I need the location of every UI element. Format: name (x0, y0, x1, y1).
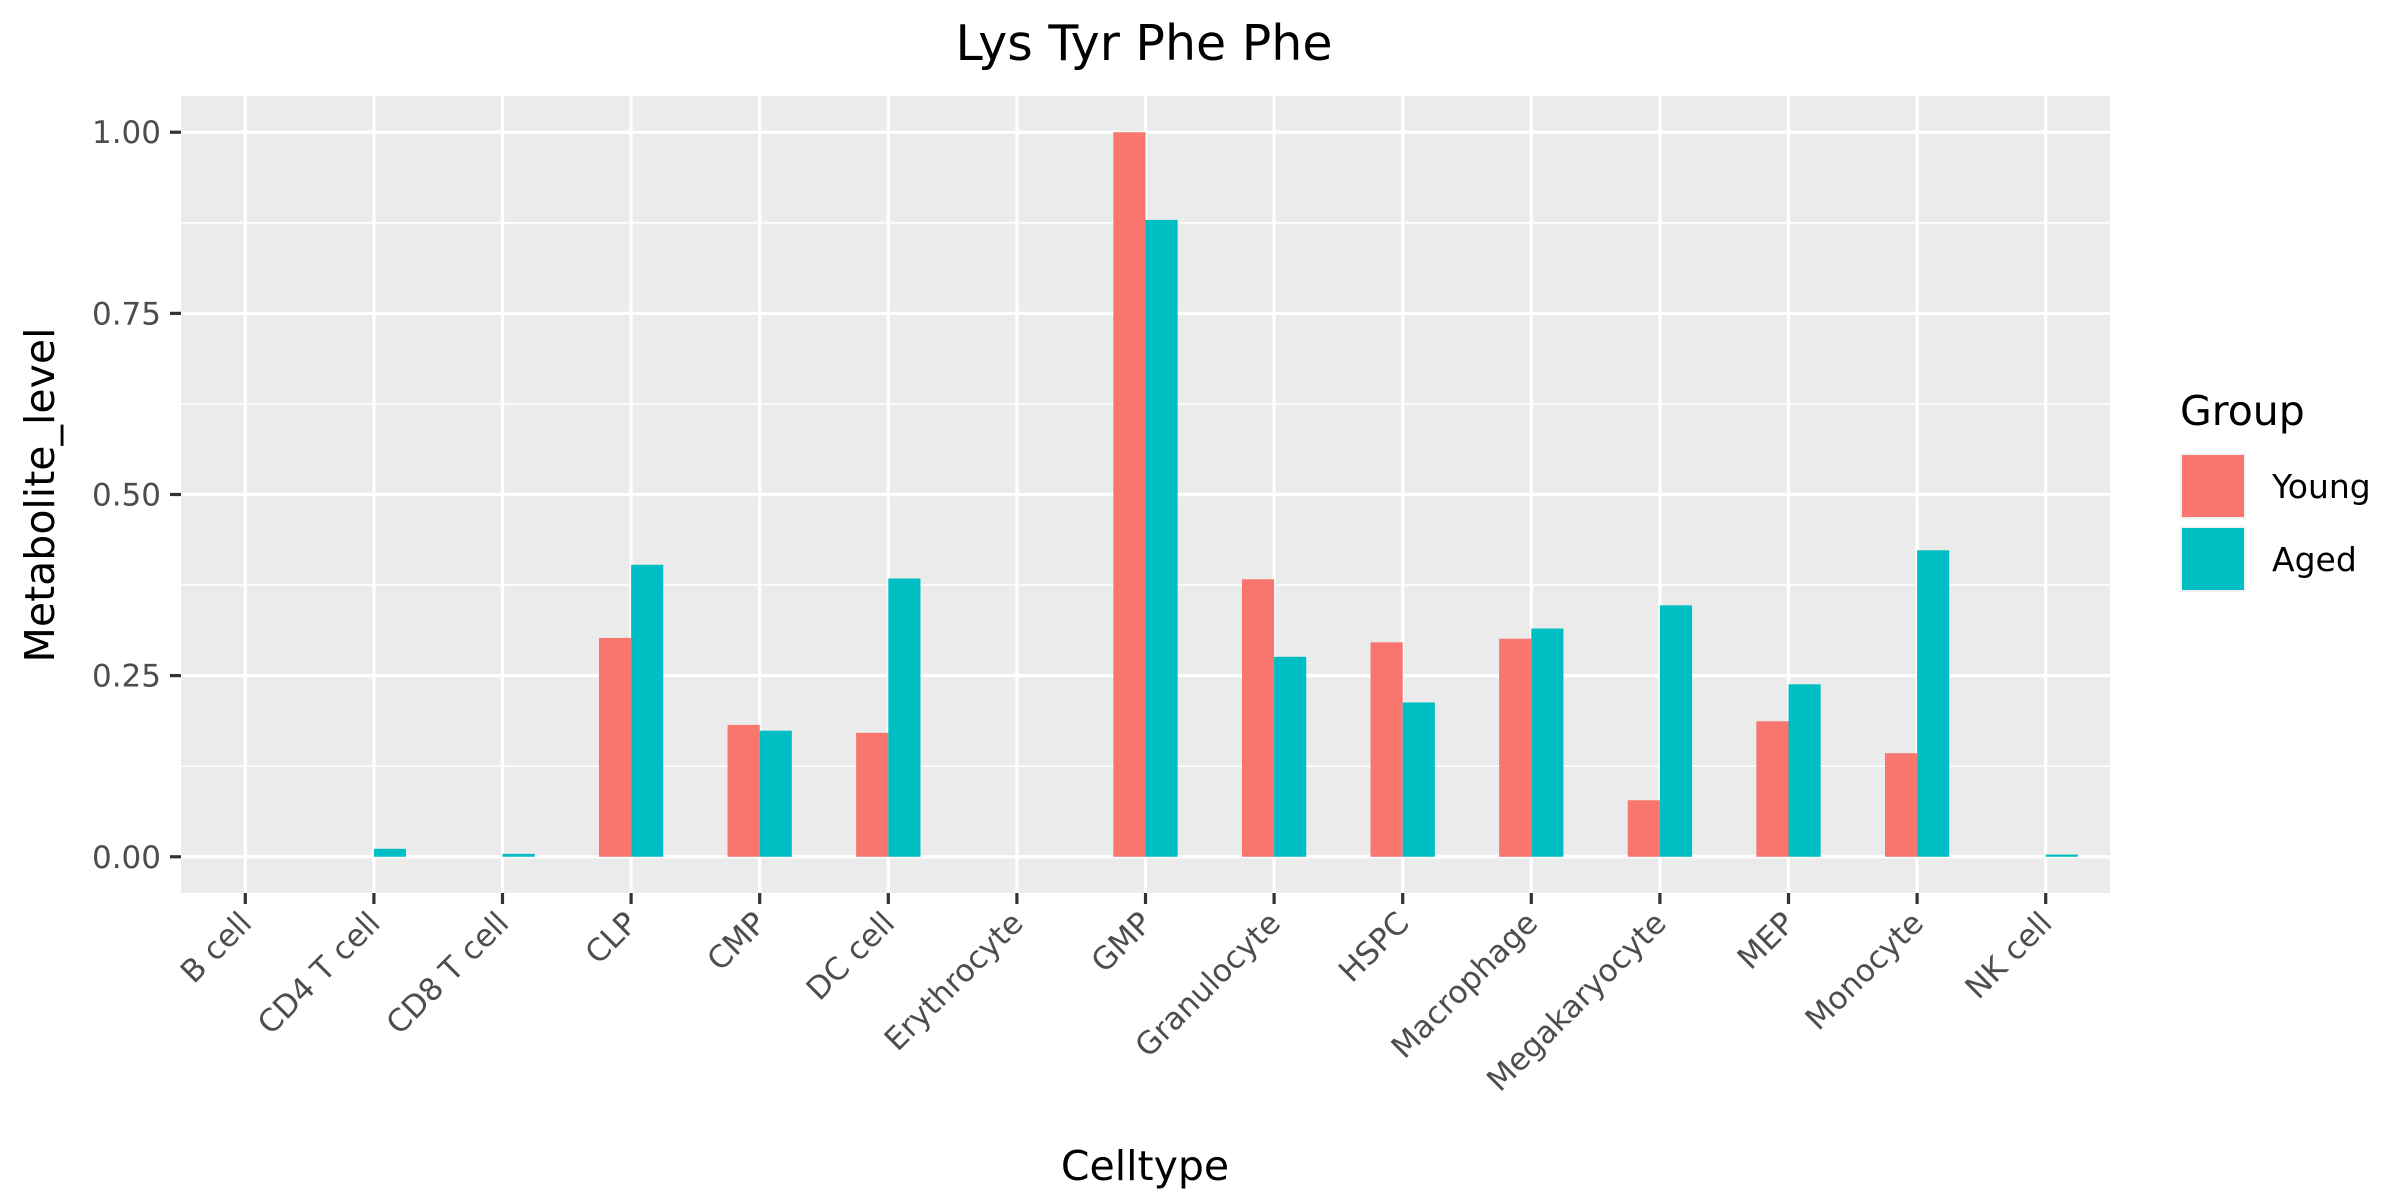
legend: Group Young Aged (2180, 387, 2371, 592)
y-axis-title: Metabolite_level (16, 328, 64, 663)
x-tick-label: Erythrocyte (878, 905, 1031, 1058)
bar-aged-cd4-t-cell (373, 848, 407, 857)
x-tick-label: CD4 T cell (251, 905, 388, 1042)
bar-young-granulocyte (1241, 579, 1275, 857)
bar-aged-megakaryocyte (1659, 605, 1693, 857)
bar-young-hspc (1370, 642, 1403, 857)
x-tick-label: CLP (579, 905, 645, 971)
x-tick-label: DC cell (800, 905, 902, 1007)
x-tick-label: GMP (1085, 905, 1160, 980)
y-tick-label: 1.00 (92, 115, 161, 151)
legend-swatch-aged (2182, 528, 2244, 590)
legend-label-young: Young (2271, 467, 2371, 506)
x-tick-label: CMP (700, 905, 773, 978)
bar-aged-cmp (759, 730, 792, 857)
x-tick-label: NK cell (1958, 905, 2059, 1006)
y-axis: 0.00 0.25 0.50 0.75 1.00 (92, 115, 181, 876)
bar-aged-mep (1788, 684, 1821, 857)
bar-young-clp (598, 637, 632, 857)
bar-young-monocyte (1884, 753, 1918, 857)
legend-title: Group (2180, 387, 2305, 435)
bar-young-megakaryocyte (1627, 800, 1660, 857)
bars-layer (373, 132, 2078, 857)
bar-aged-hspc (1402, 702, 1435, 857)
legend-label-aged: Aged (2272, 540, 2357, 579)
legend-swatch-young (2182, 455, 2244, 517)
bar-young-dc-cell (856, 732, 889, 857)
bar-aged-monocyte (1917, 550, 1950, 857)
bar-aged-cd8-t-cell (502, 853, 535, 857)
bar-young-mep (1756, 721, 1789, 857)
x-axis-title: Celltype (1061, 1142, 1229, 1190)
bar-aged-granulocyte (1274, 656, 1307, 857)
bar-aged-macrophage (1531, 628, 1564, 857)
y-tick-label: 0.25 (92, 659, 161, 695)
x-tick-label: B cell (174, 905, 259, 990)
bar-young-gmp (1113, 132, 1146, 857)
bar-young-cmp (727, 724, 760, 857)
x-tick-label: CD8 T cell (380, 905, 517, 1042)
bar-aged-dc-cell (888, 578, 921, 857)
x-tick-label: HSPC (1332, 905, 1416, 989)
y-tick-label: 0.00 (92, 840, 161, 876)
bar-aged-clp (631, 564, 664, 857)
bar-aged-gmp (1145, 219, 1178, 857)
chart-title: Lys Tyr Phe Phe (956, 15, 1333, 72)
bar-young-macrophage (1499, 638, 1532, 857)
x-tick-label: Monocyte (1799, 905, 1931, 1037)
bar-aged-nk-cell (2045, 854, 2078, 857)
y-tick-label: 0.75 (92, 296, 161, 332)
y-tick-label: 0.50 (92, 478, 161, 514)
x-tick-label: MEP (1731, 905, 1802, 976)
